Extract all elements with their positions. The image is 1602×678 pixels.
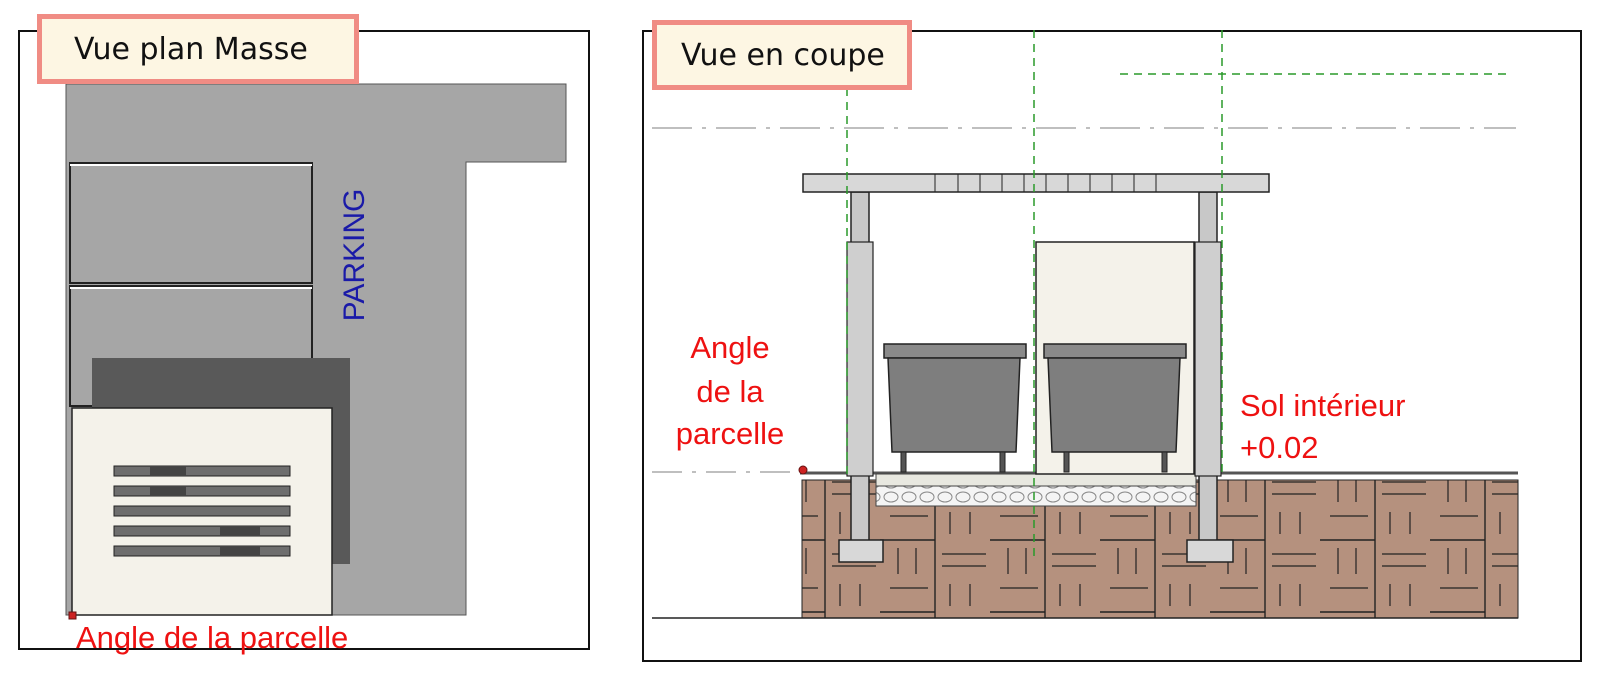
- roof-beam: [802, 173, 1270, 193]
- roof-joints: [934, 174, 1157, 192]
- section-corner-marker: [798, 465, 808, 475]
- corner-marker: [68, 611, 77, 620]
- floor-slab: [875, 473, 1197, 487]
- plan-view-title: Vue plan Masse: [37, 14, 359, 84]
- section-corner-label-2: de la: [696, 374, 764, 409]
- parking-stall: [69, 162, 313, 284]
- plan-corner-label: Angle de la parcelle: [76, 620, 349, 655]
- waste-bin-2: [1043, 343, 1187, 473]
- slat-group: [113, 465, 291, 557]
- waste-bin-1: [883, 343, 1027, 473]
- floor-level-label-2: +0.02: [1240, 430, 1319, 465]
- section-view-title: Vue en coupe: [652, 20, 912, 90]
- post-sleeve-left: [846, 241, 874, 477]
- section-corner-label-3: parcelle: [675, 416, 785, 451]
- slat: [113, 485, 291, 497]
- slat: [113, 505, 291, 517]
- floor-level-label-1: Sol intérieur: [1240, 388, 1406, 423]
- footing-right: [1186, 539, 1234, 563]
- footing-left: [838, 539, 884, 563]
- slat: [113, 545, 291, 557]
- post-sleeve-right: [1194, 241, 1222, 477]
- gravel-bed: [875, 485, 1197, 507]
- slat: [113, 465, 291, 477]
- section-corner-label-1: Angle: [690, 330, 770, 365]
- slat: [113, 525, 291, 537]
